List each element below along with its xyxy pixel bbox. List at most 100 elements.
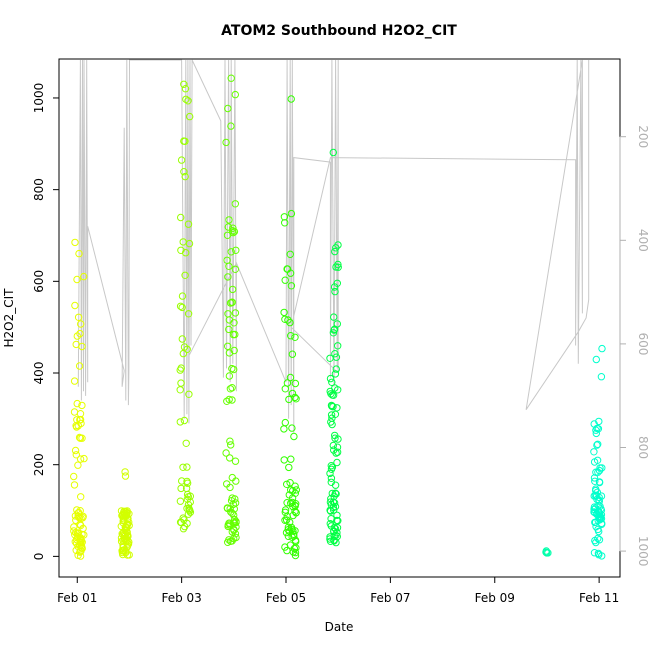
data-point (226, 385, 235, 393)
data-point (281, 508, 289, 516)
data-point (330, 506, 338, 514)
data-point (331, 350, 339, 358)
data-point (592, 429, 600, 438)
data-point (331, 370, 340, 378)
data-point (594, 440, 602, 448)
data-point (177, 156, 186, 164)
data-point (327, 411, 336, 419)
data-point (592, 538, 600, 547)
data-point (185, 390, 193, 398)
data-point (331, 481, 340, 489)
data-point (590, 458, 599, 466)
data-point (333, 524, 342, 532)
data-point (333, 320, 341, 328)
data-point (70, 527, 78, 535)
data-point (288, 389, 297, 398)
data-point (224, 273, 232, 281)
data-point (328, 420, 336, 429)
data-point (73, 275, 81, 284)
data-point (334, 342, 342, 350)
x-tick-label: Feb 05 (266, 591, 306, 605)
data-point (331, 434, 339, 442)
data-point (591, 491, 600, 500)
data-point (181, 85, 190, 93)
data-point (285, 395, 293, 404)
data-point (75, 362, 84, 370)
data-point (182, 249, 190, 257)
data-point (280, 425, 288, 433)
data-point (123, 542, 132, 550)
data-point (283, 379, 292, 387)
data-point (591, 508, 599, 517)
data-point (329, 148, 337, 157)
data-point (285, 463, 293, 472)
data-point (177, 484, 185, 493)
data-point (227, 248, 235, 256)
data-point (183, 477, 191, 486)
data-point (280, 456, 288, 464)
y-tick-label: 0 (32, 553, 46, 561)
data-point (331, 489, 340, 497)
data-point (232, 523, 240, 531)
data-point (291, 379, 300, 388)
data-point (70, 377, 79, 385)
data-point (186, 112, 194, 121)
data-point (595, 493, 603, 502)
data-point (331, 287, 339, 296)
data-point (222, 138, 230, 147)
data-point (281, 418, 289, 427)
data-point (230, 515, 239, 524)
data-point (595, 478, 604, 487)
data-point (292, 395, 300, 403)
data-point (184, 493, 193, 501)
data-point (590, 448, 598, 456)
data-point (79, 524, 87, 533)
data-point (176, 386, 184, 394)
data-point (595, 417, 603, 426)
data-point (70, 523, 78, 531)
data-point (330, 536, 338, 544)
data-point (77, 320, 85, 328)
data-point (289, 511, 297, 520)
right-axis-tick-label: 600 (636, 332, 650, 355)
data-point (225, 262, 233, 270)
data-point (180, 516, 188, 524)
data-point (79, 512, 87, 521)
data-point (227, 74, 235, 82)
data-point (592, 468, 600, 476)
data-point (119, 543, 127, 552)
data-point (284, 526, 292, 534)
data-point (595, 551, 603, 559)
data-point (334, 517, 342, 525)
data-point (74, 313, 83, 321)
data-point (73, 506, 81, 514)
profile-trace-line (77, 59, 590, 433)
data-point (70, 481, 79, 489)
data-point (74, 461, 82, 469)
data-point (328, 402, 336, 410)
data-point (232, 517, 240, 526)
x-tick-label: Feb 07 (370, 591, 410, 605)
data-point (330, 313, 338, 321)
data-point (598, 464, 606, 472)
data-point (80, 454, 88, 463)
data-point (288, 424, 296, 432)
data-point (332, 538, 340, 547)
right-axis-tick-label: 400 (636, 229, 650, 252)
data-point (327, 390, 335, 398)
data-point (592, 486, 600, 495)
data-point (291, 333, 299, 341)
data-point (326, 498, 335, 506)
data-point (328, 463, 337, 471)
data-point (228, 384, 236, 392)
data-point (287, 209, 296, 218)
data-point (182, 95, 190, 104)
data-point (76, 534, 85, 542)
data-point (180, 168, 188, 176)
data-point (178, 292, 187, 300)
data-point (119, 516, 127, 525)
data-point (225, 372, 234, 380)
data-point (333, 458, 341, 467)
data-point (230, 319, 238, 327)
